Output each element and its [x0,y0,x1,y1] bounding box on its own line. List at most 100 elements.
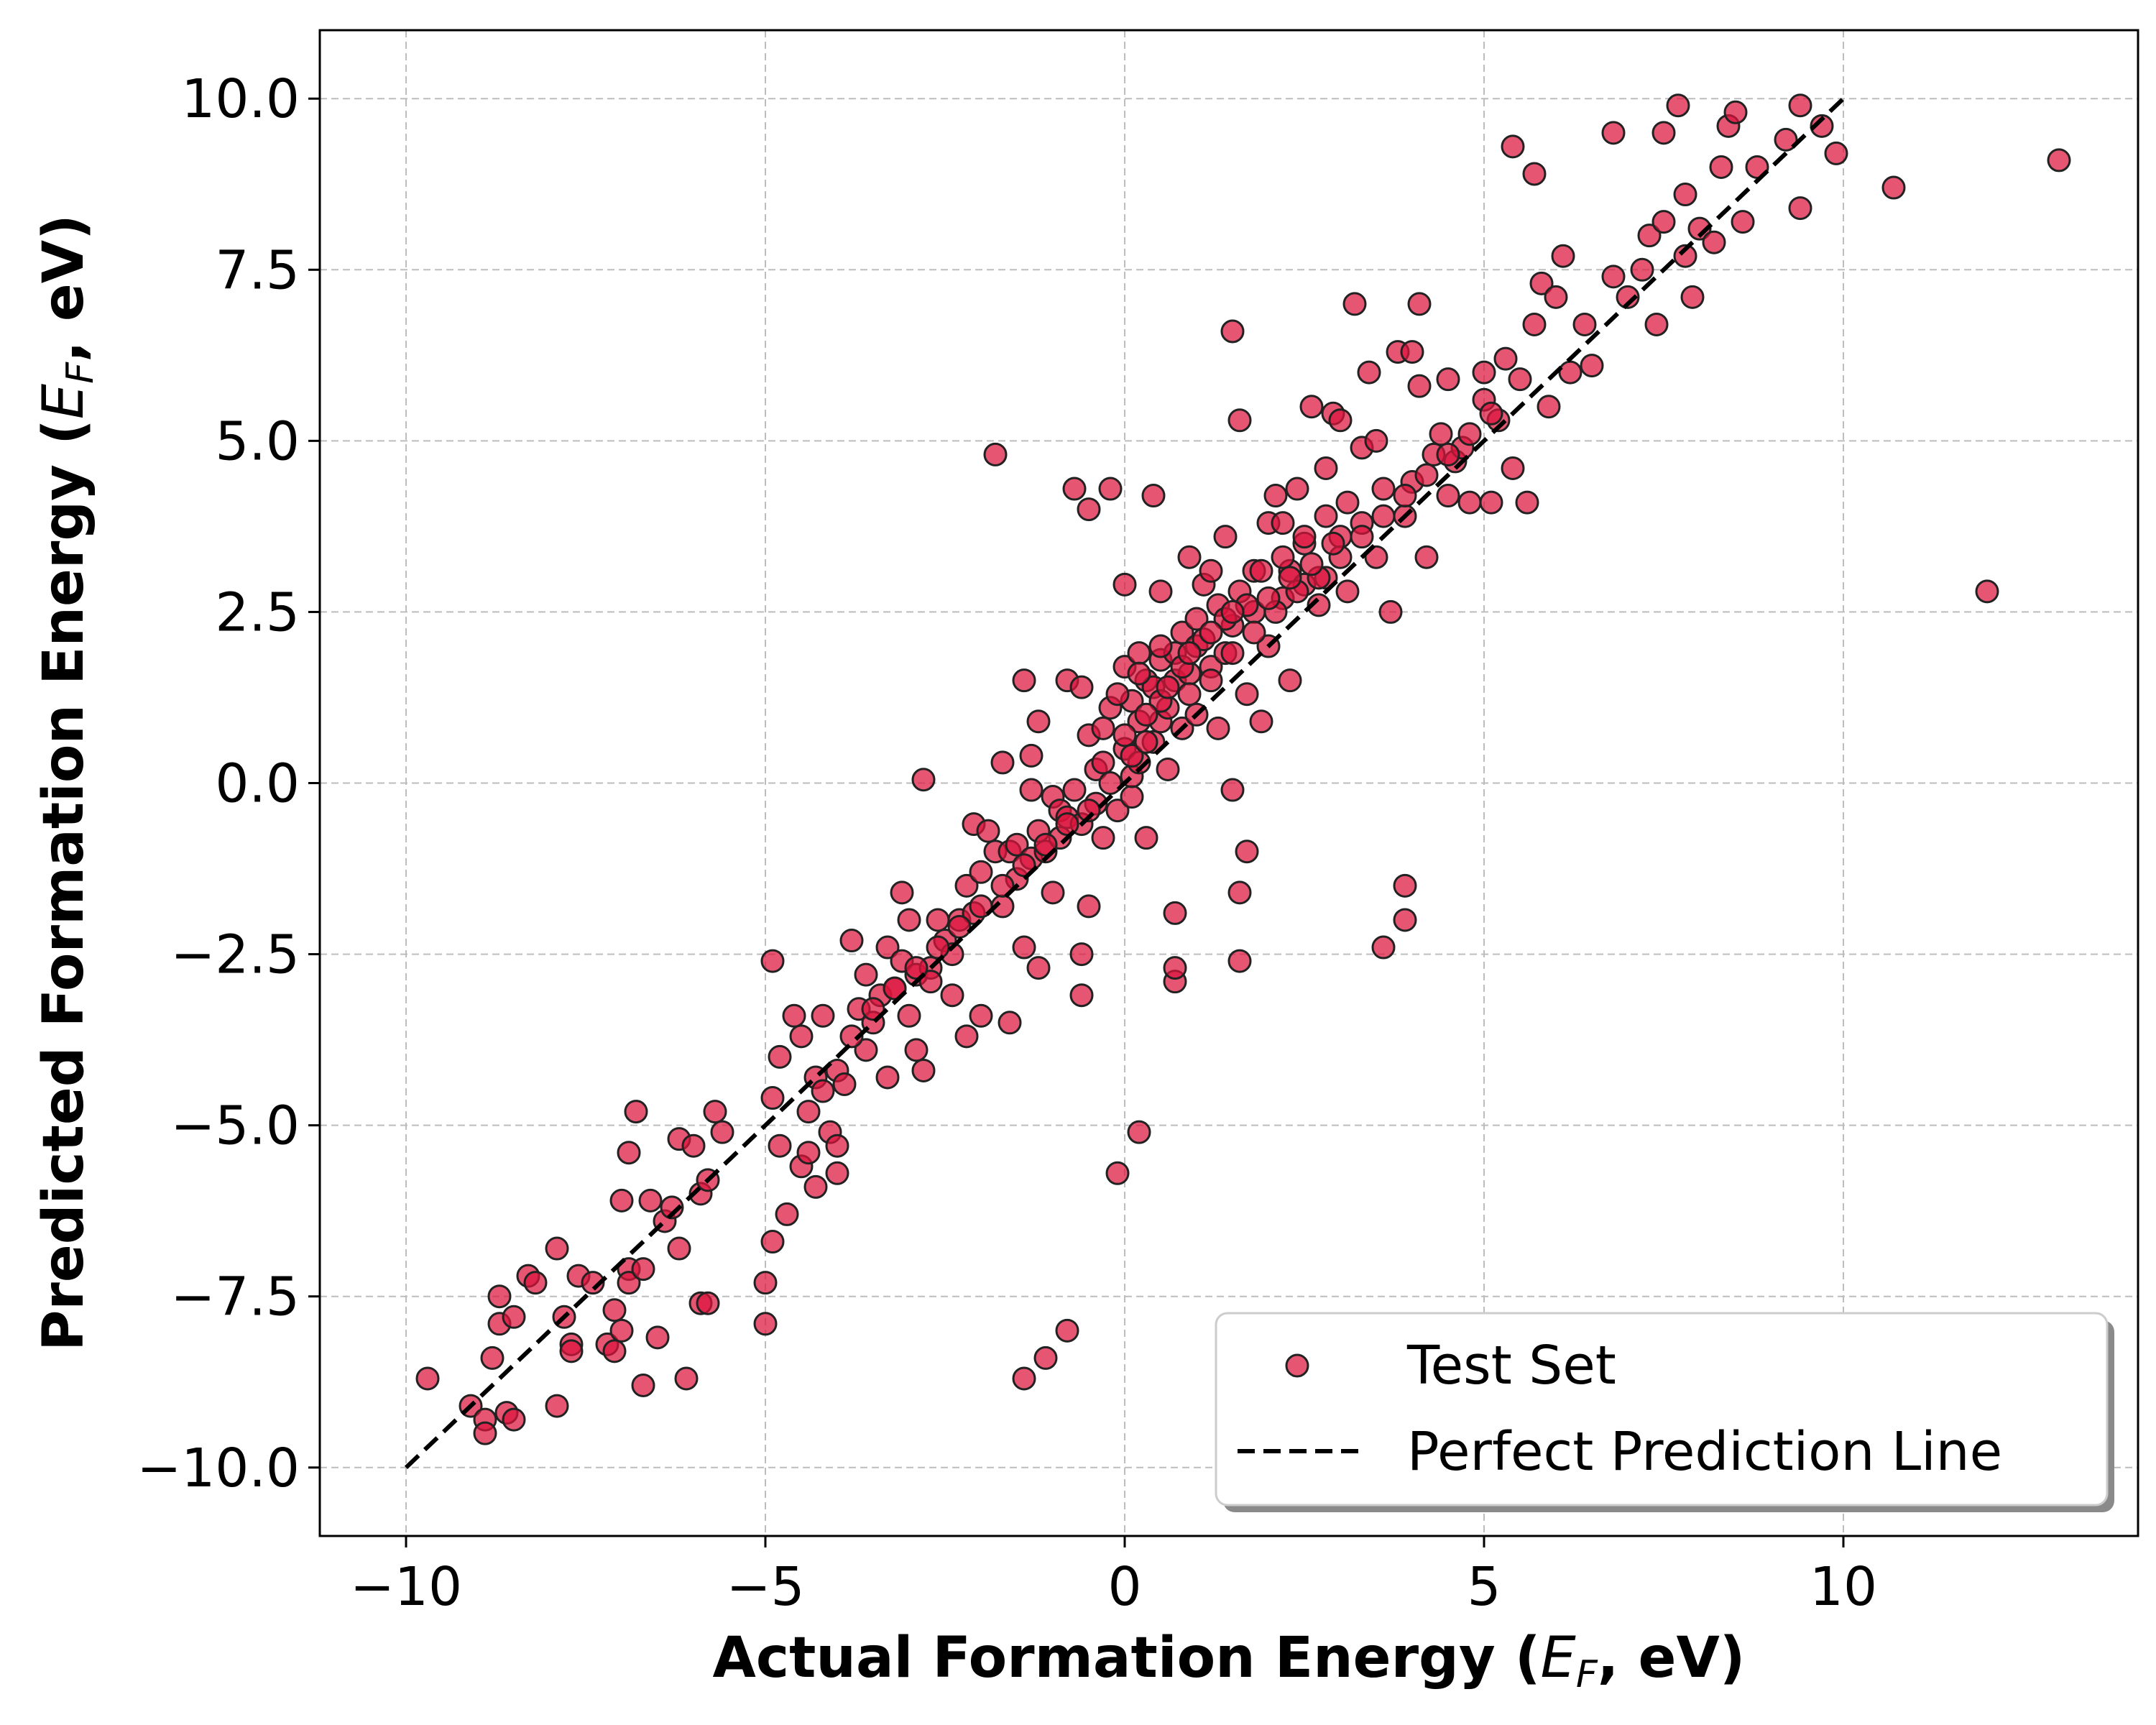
data-point [811,1003,835,1028]
x-tick-label: −5 [726,1556,804,1618]
data-point [1328,408,1353,433]
data-point [897,1003,921,1028]
data-point [1299,395,1324,419]
y-axis-label: Predicted Formation Energy (EF, eV) [32,214,102,1351]
data-point [1170,620,1194,645]
data-point [1249,709,1273,734]
data-point [1235,682,1259,707]
data-point [1407,374,1432,398]
data-point [940,983,964,1008]
data-point [1429,422,1453,446]
data-point [624,1100,648,1124]
data-point [1026,709,1051,734]
data-point [1479,490,1503,515]
data-point [473,1421,497,1445]
data-point [1364,545,1388,569]
data-point [1199,620,1223,645]
data-point [1364,428,1388,453]
data-point [911,1058,936,1082]
data-point [1077,497,1101,522]
data-point [1019,743,1044,768]
data-point [983,442,1008,466]
data-point [1127,1120,1151,1144]
data-point [1199,558,1223,583]
data-point [1335,490,1360,515]
y-tick-label: 10.0 [181,68,300,130]
data-point [1069,983,1094,1008]
data-point [1163,901,1187,925]
data-point [875,935,900,960]
data-point [768,1133,792,1158]
data-point [1687,216,1712,241]
data-point [796,1100,821,1124]
data-point [1127,641,1151,666]
data-point [1091,826,1115,850]
data-point [1393,484,1417,508]
data-point [1314,504,1338,528]
data-point [775,1202,799,1226]
y-axis-ticks: −10.0 −7.5 −5.0 −2.5 0.0 2.5 5.0 7.5 10.0 [137,68,320,1499]
scatter-points [415,93,2071,1445]
data-point [523,1271,548,1295]
data-point [559,1339,584,1363]
data-point [875,1065,900,1090]
data-point [1127,661,1151,686]
data-point [1321,531,1345,556]
legend-label-test-set: Test Set [1406,1335,1616,1397]
data-point [1012,935,1036,960]
data-point [609,1318,634,1343]
data-point [1177,641,1202,666]
data-point [760,1086,785,1110]
data-point [890,880,914,905]
data-point [1278,566,1302,590]
data-point [990,873,1015,898]
data-point [480,1346,505,1370]
x-axis-ticks: −10 −5 0 5 10 [350,1536,1877,1618]
data-point [839,929,864,953]
data-point [1005,832,1029,857]
data-point [1558,360,1583,385]
data-point [1529,271,1554,295]
data-point [753,1271,778,1295]
data-point [1069,942,1094,967]
data-point [1263,484,1288,508]
data-point [1148,579,1173,604]
data-point [667,1236,691,1261]
data-point [1299,552,1324,576]
x-tick-label: −10 [350,1556,462,1618]
data-point [1134,702,1158,727]
data-point [1112,572,1137,597]
data-point [1033,1346,1058,1370]
data-point [1019,778,1044,802]
data-point [1256,586,1281,610]
data-point [1436,484,1460,508]
data-point [1975,579,1999,604]
data-point [1055,1318,1079,1343]
data-point [1141,484,1166,508]
data-point [602,1339,627,1363]
data-point [502,1407,526,1432]
data-point [1271,511,1295,535]
data-point [1163,956,1187,980]
data-point [825,1133,849,1158]
data-point [631,1257,655,1282]
data-point [681,1133,706,1158]
legend-marker-test-set [1285,1353,1309,1378]
data-point [768,1044,792,1069]
data-point [1881,175,1906,200]
y-tick-label: 5.0 [215,410,300,472]
data-point [1824,141,1848,165]
y-tick-label: −7.5 [170,1266,300,1328]
data-point [1644,312,1669,336]
data-point [1134,730,1158,754]
data-point [1472,360,1496,385]
data-point [1414,545,1439,569]
data-point [825,1161,849,1185]
data-point [969,860,993,884]
data-point [998,1011,1022,1035]
data-point [1522,312,1547,336]
data-point [631,1374,655,1397]
data-point [976,819,1000,843]
x-tick-label: 0 [1107,1556,1141,1618]
data-point [990,750,1015,775]
